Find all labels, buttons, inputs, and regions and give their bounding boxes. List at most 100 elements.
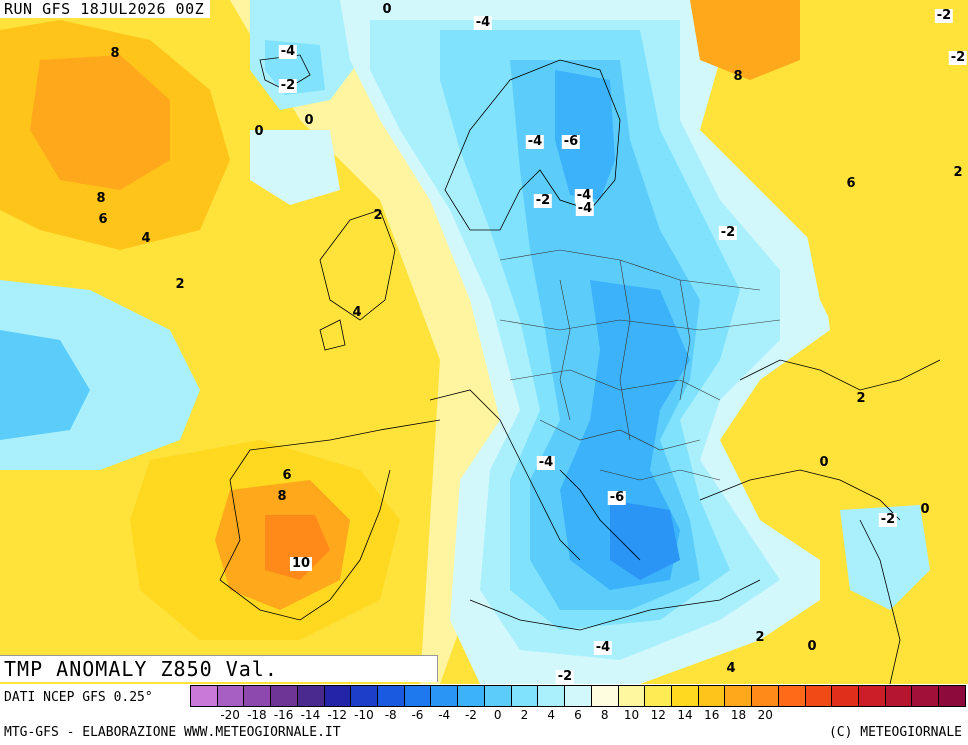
copyright-label: (C) METEOGIORNALE (828, 725, 962, 740)
legend-tick-label: 8 (600, 708, 609, 722)
legend-tick-label: 16 (704, 708, 720, 722)
legend-swatch (404, 686, 432, 706)
legend-tick-label: 20 (757, 708, 773, 722)
legend-tick-label: -18 (247, 708, 267, 722)
map-title: TMP ANOMALY Z850 Val. 18Z24JUL2026 (0, 655, 438, 682)
legend-tick-labels: -20 -18 -16 -14 -12 -10 -8 -6 -4 -2 0 2 4 6 8 10 12 14 16 1… (190, 708, 966, 724)
anomaly-field (0, 0, 968, 684)
legend-swatch (297, 686, 325, 706)
contour-value-label: 8 (110, 46, 120, 61)
contour-value-label: 2 (953, 165, 963, 180)
contour-value-label: -4 (525, 134, 545, 149)
legend-swatch (484, 686, 512, 706)
contour-value-label: -2 (718, 225, 738, 240)
atlantic-cold-core (0, 330, 90, 440)
legend-swatch (832, 686, 859, 706)
legend-tick-label: 4 (547, 708, 556, 722)
legend-swatch (217, 686, 245, 706)
legend-swatch (671, 686, 699, 706)
legend-swatch (698, 686, 726, 706)
contour-value-label: 6 (282, 468, 292, 483)
contour-value-label: 2 (373, 208, 383, 223)
source-label: DATI NCEP GFS 0.25° (4, 690, 153, 705)
contour-value-label: -4 (536, 455, 556, 470)
contour-value-label: -4 (473, 15, 493, 30)
legend-swatch (591, 686, 619, 706)
legend-tick-label: 12 (650, 708, 666, 722)
coastlines (219, 54, 941, 684)
scandinavia-cold-core (555, 70, 615, 200)
contour-value-label: -4 (278, 44, 298, 59)
contour-value-label: 8 (96, 191, 106, 206)
atlantic-warm-core (30, 55, 170, 190)
legend-swatch (618, 686, 646, 706)
contour-value-label: 2 (856, 391, 866, 406)
contour-value-label: 0 (807, 639, 817, 654)
contour-value-label: -6 (561, 134, 581, 149)
legend-tick-label: 6 (574, 708, 582, 722)
legend-tick-label: 2 (520, 708, 529, 722)
legend-tick-label: -12 (327, 708, 347, 722)
northeast-warm-area (690, 0, 800, 80)
legend-swatch (458, 686, 485, 706)
contour-value-label: -4 (575, 201, 595, 216)
contour-value-label: 6 (846, 176, 856, 191)
legend-swatch (858, 686, 886, 706)
contour-value-label: -4 (593, 640, 613, 655)
legend-swatch (805, 686, 833, 706)
contour-value-label: 8 (733, 69, 743, 84)
legend-swatch (271, 686, 298, 706)
contour-value-label: 0 (382, 2, 392, 17)
contour-value-label: 4 (352, 305, 362, 320)
legend-swatch (538, 686, 566, 706)
contour-value-label: -4 (574, 188, 594, 203)
contour-value-label: 0 (254, 124, 264, 139)
legend-tick-label: -6 (411, 708, 424, 722)
eastern-med-cold-area (840, 505, 930, 610)
legend-tick-label: -10 (354, 708, 374, 722)
legend-swatch (511, 686, 539, 706)
east-warm-area (780, 0, 968, 380)
contour-value-label: 8 (277, 489, 287, 504)
contour-value-label: -2 (878, 512, 898, 527)
legend-swatch (885, 686, 913, 706)
legend-tick-label: -4 (438, 708, 451, 722)
color-legend (190, 685, 966, 707)
legend-swatch (912, 686, 940, 706)
legend-tick-label: -14 (300, 708, 321, 722)
legend-swatch (244, 686, 272, 706)
contour-value-label: -2 (934, 8, 954, 23)
contour-value-label: -2 (533, 193, 553, 208)
legend-tick-label: -8 (384, 708, 397, 722)
contour-value-label: 0 (920, 502, 930, 517)
legend-swatch (939, 686, 965, 706)
legend-panel: DATI NCEP GFS 0.25° -20 -18 -16 -14 -12 -10 -8… (0, 684, 968, 745)
run-label: RUN GFS 18JUL2026 00Z (0, 0, 211, 18)
contour-value-label: 10 (289, 556, 313, 571)
greece-cold-core (610, 500, 680, 580)
iberia-warm-core (265, 515, 330, 580)
legend-tick-label: -20 (220, 708, 240, 722)
legend-swatch (645, 686, 672, 706)
legend-swatch (324, 686, 352, 706)
legend-tick-label: 0 (493, 708, 502, 722)
contour-value-label: 4 (141, 231, 151, 246)
legend-tick-label: 18 (730, 708, 747, 722)
footer-credit: MTG-GFS - ELABORAZIONE WWW.METEOGIORNALE… (4, 725, 341, 740)
contour-value-label: 0 (819, 455, 829, 470)
north-sea-cold-area (250, 130, 340, 205)
legend-swatch (752, 686, 779, 706)
legend-tick-label: -2 (464, 708, 477, 722)
legend-swatch (378, 686, 405, 706)
country-borders (499, 249, 781, 481)
contour-value-label: 6 (98, 212, 108, 227)
contour-value-label: 2 (755, 630, 765, 645)
legend-swatch (191, 686, 218, 706)
legend-swatch (431, 686, 459, 706)
contour-value-label: -2 (555, 669, 575, 684)
legend-tick-label: 14 (677, 708, 693, 722)
legend-swatch (725, 686, 753, 706)
legend-swatch (565, 686, 592, 706)
legend-swatch (778, 686, 806, 706)
legend-tick-label: 10 (623, 708, 640, 722)
